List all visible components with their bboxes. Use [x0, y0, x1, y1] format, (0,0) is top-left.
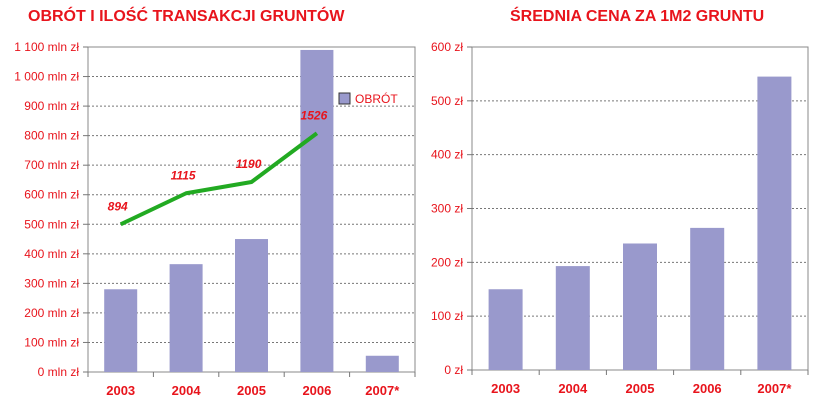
bar [300, 49, 334, 373]
y-tick-label: 100 mln zł [24, 335, 79, 349]
y-tick-label: 200 mln zł [24, 306, 79, 320]
bar [169, 264, 203, 372]
chart-title-price: ŚREDNIA CENA ZA 1M2 GRUNTU [510, 8, 765, 25]
x-category-label: 2004 [172, 383, 202, 398]
bar [104, 289, 138, 372]
y-tick-label: 0 zł [444, 363, 463, 377]
bar [488, 289, 523, 370]
x-category-label: 2004 [558, 381, 588, 396]
data-label: 894 [108, 199, 128, 213]
x-category-label: 2003 [106, 383, 135, 398]
data-label: 1190 [236, 157, 262, 171]
y-tick-label: 600 zł [431, 40, 463, 54]
bar [690, 227, 725, 370]
y-tick-label: 200 zł [431, 255, 463, 269]
data-label: 1115 [171, 168, 196, 182]
y-tick-label: 500 zł [431, 94, 463, 108]
x-category-label: 2007* [757, 381, 792, 396]
x-category-label: 2005 [626, 381, 655, 396]
y-tick-label: 300 zł [431, 202, 463, 216]
bar [235, 239, 268, 372]
x-category-label: 2006 [302, 383, 331, 398]
x-category-label: 2005 [237, 383, 266, 398]
y-tick-label: 0 mln zł [38, 365, 80, 379]
legend-label: OBRÓT [355, 91, 398, 106]
bar [757, 76, 792, 370]
y-tick-label: 700 mln zł [24, 158, 79, 172]
chart-title-turnover: OBRÓT I ILOŚĆ TRANSAKCJI GRUNTÓW [28, 8, 345, 25]
legend-swatch [338, 92, 351, 105]
y-tick-label: 800 mln zł [24, 129, 79, 143]
y-tick-label: 1 100 mln zł [14, 40, 79, 54]
transactions-line [119, 131, 319, 227]
y-tick-label: 400 mln zł [24, 247, 79, 261]
bar [555, 266, 590, 370]
bar [365, 355, 399, 372]
x-category-label: 2007* [365, 383, 400, 398]
y-tick-label: 400 zł [431, 148, 463, 162]
y-tick-label: 1 000 mln zł [14, 70, 79, 84]
bar [623, 243, 657, 370]
x-category-label: 2006 [693, 381, 722, 396]
y-tick-label: 100 zł [431, 309, 463, 323]
y-tick-label: 500 mln zł [24, 217, 79, 231]
y-tick-label: 600 mln zł [24, 188, 79, 202]
x-category-label: 2003 [491, 381, 520, 396]
data-label: 1526 [301, 108, 328, 122]
y-tick-label: 900 mln zł [24, 99, 79, 113]
y-tick-label: 300 mln zł [24, 276, 79, 290]
